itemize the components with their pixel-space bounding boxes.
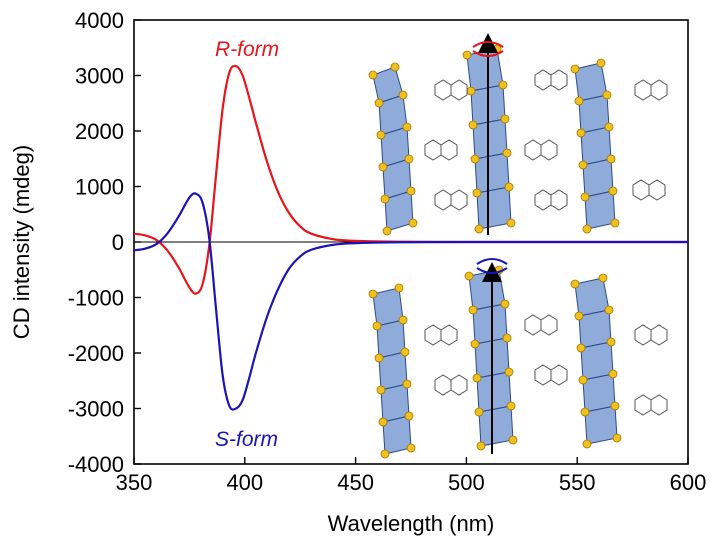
x-axis-ticks: 350 400 450 500 550 600 (116, 457, 707, 495)
series-line-s-form (133, 192, 688, 411)
x-tick-label: 550 (559, 470, 596, 495)
x-axis-title: Wavelength (nm) (328, 511, 495, 536)
y-axis-title: CD intensity (mdeg) (9, 145, 34, 339)
x-tick-label: 350 (116, 470, 153, 495)
y-tick-label: 4000 (75, 8, 124, 33)
x-tick-label: 600 (670, 470, 707, 495)
y-tick-label: -1000 (68, 286, 124, 311)
y-tick-label: -3000 (68, 397, 124, 422)
crystal-structure-illustration-r-form (368, 33, 668, 236)
y-tick-label: 0 (112, 230, 124, 255)
y-tick-label: -4000 (68, 452, 124, 477)
x-tick-label: 450 (337, 470, 374, 495)
series-label-s-form: S-form (215, 428, 278, 451)
y-tick-label: 2000 (75, 119, 124, 144)
y-tick-label: 1000 (75, 175, 124, 200)
y-tick-label: -2000 (68, 341, 124, 366)
y-tick-label: 3000 (75, 64, 124, 89)
crystal-structure-illustration-s-form (368, 258, 668, 459)
x-tick-label: 400 (226, 470, 263, 495)
x-tick-label: 500 (448, 470, 485, 495)
y-axis-ticks: -4000 -3000 -2000 -1000 0 1000 2000 3000 4000 (68, 8, 141, 477)
series-label-r-form: R-form (215, 38, 279, 61)
